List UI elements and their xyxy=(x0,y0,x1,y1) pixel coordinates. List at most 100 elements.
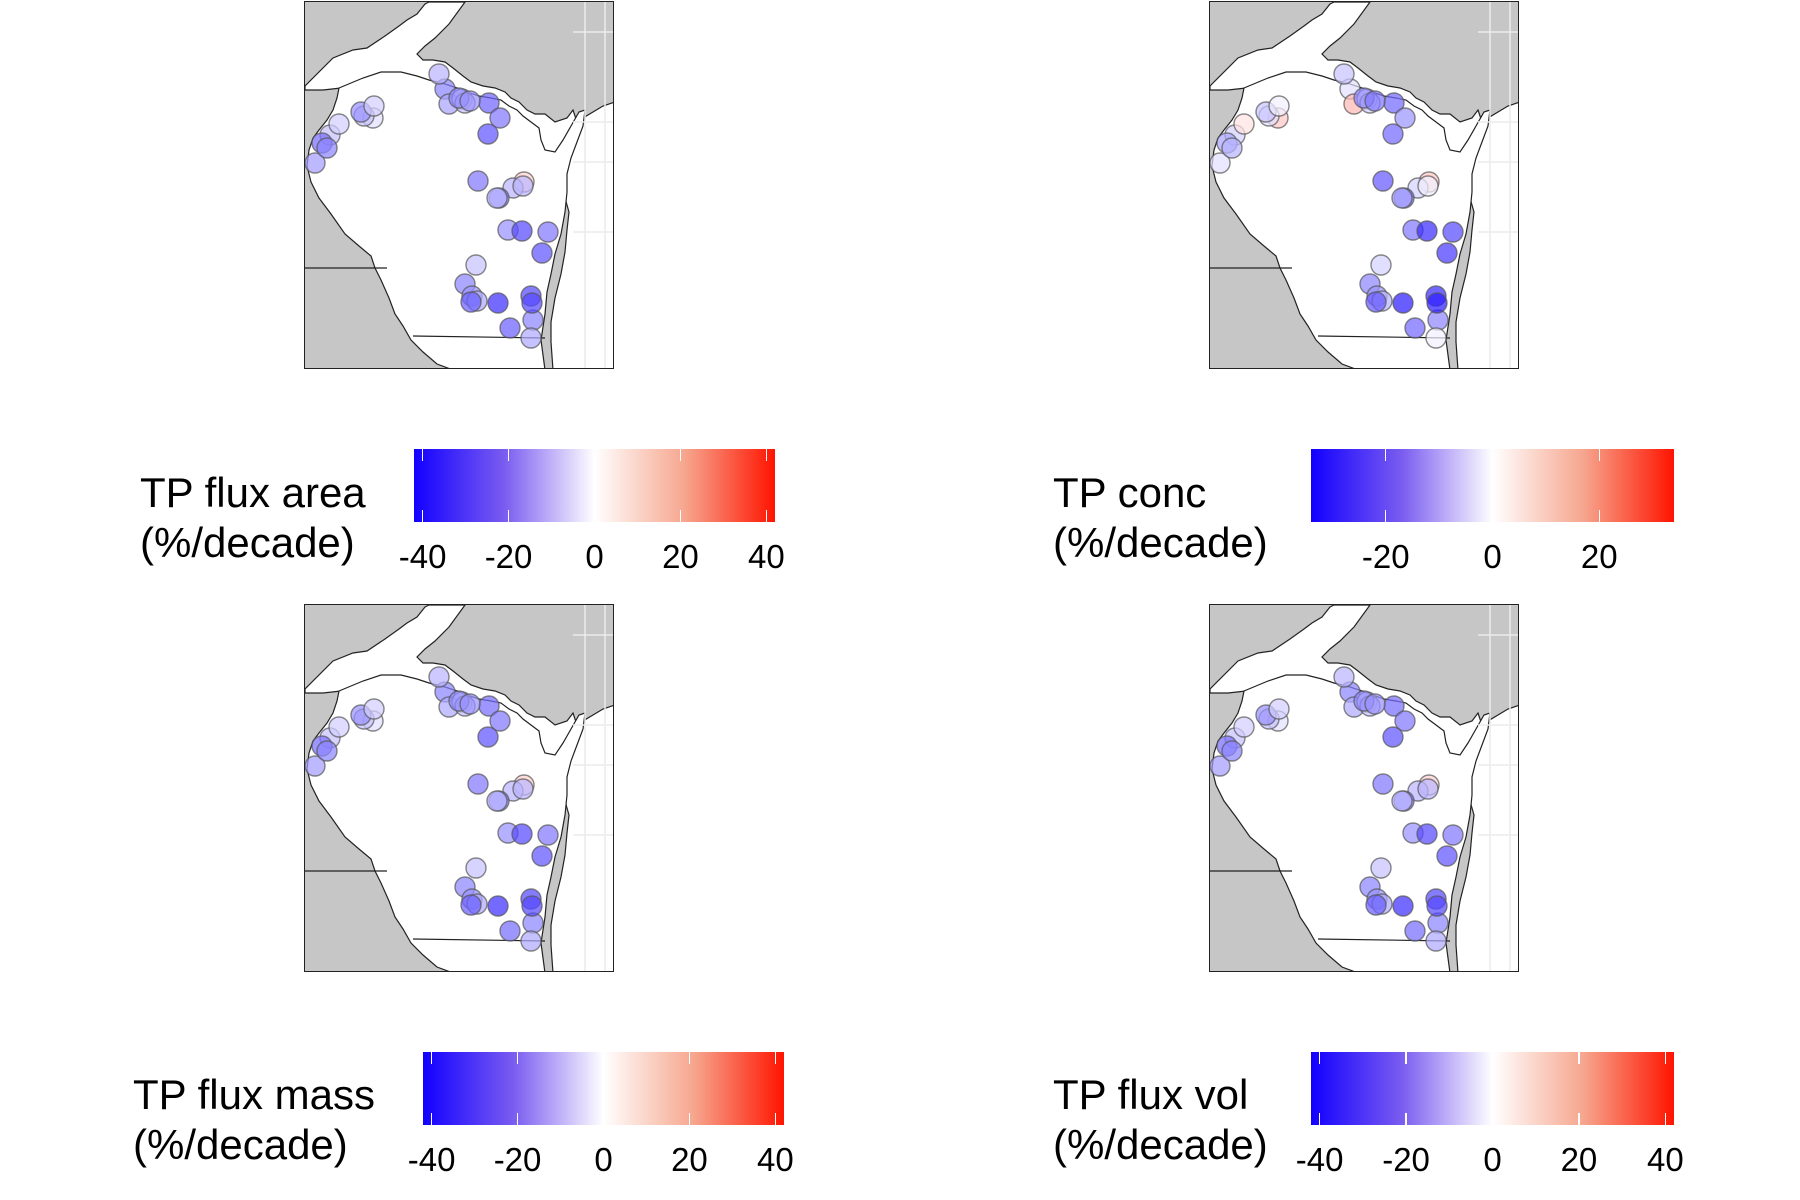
colorbar-tick-bottom xyxy=(1384,510,1387,522)
site-marker xyxy=(1233,716,1255,738)
site-marker xyxy=(1233,113,1255,135)
site-marker xyxy=(1382,726,1404,748)
site-marker xyxy=(465,857,487,879)
site-marker xyxy=(1442,221,1464,243)
site-marker xyxy=(1268,95,1290,117)
site-marker xyxy=(1417,175,1439,197)
site-marker xyxy=(531,845,553,867)
site-marker xyxy=(1404,317,1426,339)
legend-title-line1: TP flux vol xyxy=(1053,1071,1249,1118)
colorbar-tick-bottom xyxy=(1491,1113,1494,1125)
legend-title-flux-area: TP flux area (%/decade) xyxy=(140,468,366,568)
site-marker xyxy=(537,824,559,846)
colorbar-tick-top xyxy=(421,449,424,461)
colorbar-tick-bottom xyxy=(602,1113,605,1125)
colorbar-tick-bottom xyxy=(1578,1113,1580,1125)
site-marker xyxy=(1372,170,1394,192)
site-marker xyxy=(489,710,511,732)
site-marker xyxy=(487,292,509,314)
wisconsin-map-flux-area xyxy=(305,2,613,368)
site-marker xyxy=(1425,930,1447,952)
site-marker xyxy=(459,693,481,715)
site-marker xyxy=(487,895,509,917)
colorbar-flux-mass xyxy=(423,1052,784,1125)
site-marker xyxy=(1417,778,1439,800)
site-marker xyxy=(1416,220,1438,242)
site-marker xyxy=(512,175,534,197)
colorbar-tick-label: -20 xyxy=(484,538,533,575)
colorbar-tick-label: -40 xyxy=(1295,1141,1344,1178)
site-marker xyxy=(511,220,533,242)
site-marker xyxy=(1416,823,1438,845)
colorbar-tick-bottom xyxy=(507,510,510,522)
site-marker xyxy=(1221,137,1243,159)
site-marker xyxy=(1364,90,1386,112)
site-marker xyxy=(316,740,338,762)
site-marker xyxy=(1365,291,1387,313)
colorbar-tick-label: 0 xyxy=(1483,1141,1502,1178)
site-marker xyxy=(520,930,542,952)
site-marker xyxy=(1391,790,1413,812)
site-marker xyxy=(1210,755,1231,777)
colorbar-tick-top xyxy=(1664,1052,1667,1064)
colorbar-tick-top xyxy=(593,449,596,461)
site-marker xyxy=(1333,666,1355,688)
site-marker xyxy=(1210,152,1231,174)
site-marker xyxy=(511,823,533,845)
site-marker xyxy=(465,254,487,276)
site-marker xyxy=(1333,63,1355,85)
colorbar-tick-top xyxy=(765,449,768,461)
map-panel-flux-mass xyxy=(304,604,614,972)
site-marker xyxy=(477,726,499,748)
wisconsin-map-conc xyxy=(1210,2,1518,368)
colorbar-tick-top xyxy=(507,449,510,461)
colorbar-tick-top xyxy=(1578,1052,1580,1064)
legend-title-flux-vol: TP flux vol (%/decade) xyxy=(1053,1070,1268,1170)
map-panel-conc xyxy=(1209,1,1519,369)
colorbar-tick-bottom xyxy=(430,1113,433,1125)
colorbar-tick-bottom xyxy=(421,510,424,522)
legend-title-line1: TP flux area xyxy=(140,469,366,516)
site-marker xyxy=(328,716,350,738)
site-marker xyxy=(305,152,326,174)
site-marker xyxy=(363,95,385,117)
legend-title-line1: TP conc xyxy=(1053,469,1207,516)
site-marker xyxy=(537,221,559,243)
colorbar-tick-label: 40 xyxy=(1646,1141,1684,1178)
site-marker xyxy=(512,778,534,800)
legend-title-conc: TP conc (%/decade) xyxy=(1053,468,1268,568)
legend-title-line2: (%/decade) xyxy=(140,519,355,566)
site-marker xyxy=(1392,292,1414,314)
site-marker xyxy=(1268,698,1290,720)
site-marker xyxy=(460,894,482,916)
site-marker xyxy=(460,291,482,313)
site-marker xyxy=(1394,710,1416,732)
colorbar-tick-top xyxy=(774,1052,777,1064)
site-marker xyxy=(1392,895,1414,917)
colorbar-tick-bottom xyxy=(1318,1113,1321,1125)
site-marker xyxy=(531,242,553,264)
site-marker xyxy=(1364,693,1386,715)
site-marker xyxy=(1426,895,1448,917)
colorbar-tick-bottom xyxy=(593,510,596,522)
site-marker xyxy=(1436,242,1458,264)
colorbar-tick-top xyxy=(688,1052,691,1064)
map-panel-flux-vol xyxy=(1209,604,1519,972)
site-marker xyxy=(1372,773,1394,795)
site-marker xyxy=(1370,254,1392,276)
colorbar-tick-top xyxy=(1405,1052,1407,1064)
colorbar-tick-label: 20 xyxy=(662,538,699,575)
site-marker xyxy=(467,170,489,192)
site-marker xyxy=(1391,187,1413,209)
wisconsin-map-flux-vol xyxy=(1210,605,1518,971)
colorbar-tick-label: 0 xyxy=(585,538,604,575)
colorbar-tick-top xyxy=(1598,449,1600,461)
colorbar-tick-top xyxy=(1318,1052,1321,1064)
site-marker xyxy=(363,698,385,720)
colorbar-tick-bottom xyxy=(765,510,768,522)
site-marker xyxy=(521,895,543,917)
colorbar-tick-bottom xyxy=(1491,510,1494,522)
site-marker xyxy=(520,327,542,349)
colorbar-tick-label: -20 xyxy=(493,1141,542,1178)
colorbar-tick-top xyxy=(602,1052,605,1064)
